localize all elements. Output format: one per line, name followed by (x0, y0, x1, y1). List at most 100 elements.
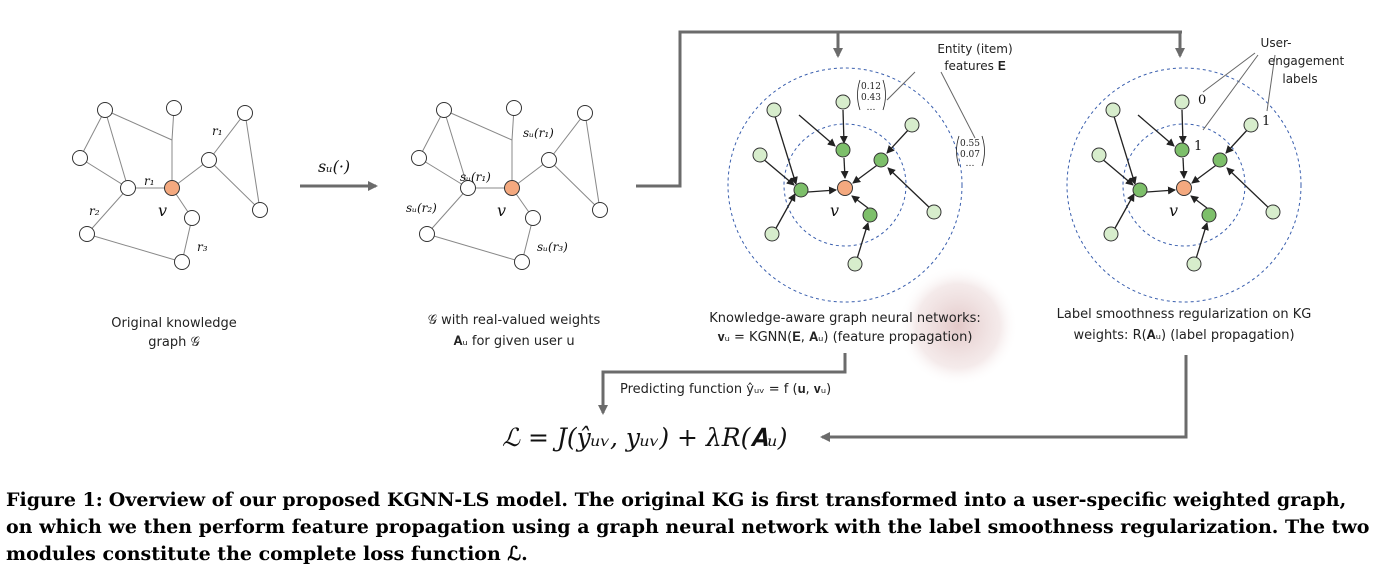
hop2-node (835, 94, 851, 110)
graph-node (184, 210, 200, 226)
hop2-node (752, 147, 768, 163)
panel-label-smoothness: v 0 1 1 User- engagement labels (1066, 36, 1345, 303)
highlight-spot (898, 266, 1018, 386)
feature-vector-2: 0.55 0.07 … (956, 135, 985, 169)
panel2-caption-line1: 𝒢 with real-valued weights (428, 313, 601, 328)
hop1-node (1212, 152, 1228, 168)
outer-hop-circle (1066, 67, 1302, 303)
graph-node (72, 150, 88, 166)
svg-text:0.43: 0.43 (861, 93, 881, 103)
hop1-node (793, 182, 809, 198)
svg-text:0.12: 0.12 (861, 82, 881, 92)
hop2-node (1243, 117, 1259, 133)
engagement-callout-line3: labels (1282, 72, 1317, 86)
panel1-caption-line1: Original knowledge (111, 316, 236, 331)
graph-node (436, 102, 452, 118)
figure-diagram: r₁ r₁ r₂ r₃ v Original knowledge graph 𝒢… (72, 30, 1345, 452)
panel1-caption-line2: graph 𝒢 (148, 335, 199, 350)
graph-node (237, 105, 253, 121)
edge-label-r1-top: r₁ (212, 124, 223, 138)
edge-weight-r3: sᵤ(r₃) (537, 240, 568, 254)
hop2-node (1105, 102, 1121, 118)
graph-node (525, 210, 541, 226)
hop2-node (1103, 226, 1119, 242)
panel4-caption-line1: Label smoothness regularization on KG (1057, 307, 1312, 322)
center-label-v: v (497, 201, 506, 220)
graph-node (411, 150, 427, 166)
hop2-node (1265, 204, 1281, 220)
graph-node (506, 100, 522, 116)
hop1-node (1132, 182, 1148, 198)
graph-node (460, 180, 476, 196)
panel3-caption-line2: 𝐯ᵤ = KGNN(𝐄, 𝐀ᵤ) (feature propagation) (718, 330, 973, 345)
transform-label: sᵤ(·) (318, 157, 350, 176)
engagement-callout-line1: User- (1261, 36, 1292, 50)
center-node-v (504, 180, 520, 196)
panel1-nodes (72, 100, 268, 270)
panel3-nodes (752, 94, 942, 272)
edge-label-r3: r₃ (197, 240, 208, 254)
graph-node (577, 105, 593, 121)
engagement-label-1a: 1 (1194, 139, 1202, 154)
svg-text:0.07: 0.07 (960, 150, 980, 160)
graph-node (97, 102, 113, 118)
svg-text:0.55: 0.55 (960, 139, 980, 149)
graph-node (419, 226, 435, 242)
hop1-node (862, 207, 878, 223)
hop2-node (766, 102, 782, 118)
center-label-v: v (830, 201, 839, 220)
hop1-node (1201, 207, 1217, 223)
hop1-node (873, 152, 889, 168)
svg-text:…: … (867, 103, 876, 113)
feature-vector-1: 0.12 0.43 … (857, 79, 886, 113)
hop2-node (847, 256, 863, 272)
figure-caption-text: Overview of our proposed KGNN-LS model. … (6, 489, 1370, 565)
engagement-label-1b: 1 (1262, 114, 1270, 129)
hop2-node (926, 204, 942, 220)
hop2-node (1174, 94, 1190, 110)
graph-node (166, 100, 182, 116)
center-node-v (1176, 180, 1192, 196)
hop2-node (1091, 147, 1107, 163)
panel3-caption-line1: Knowledge-aware graph neural networks: (709, 311, 981, 326)
graph-node (120, 180, 136, 196)
hop2-node (764, 226, 780, 242)
center-label-v: v (158, 201, 167, 220)
figure-caption: Figure 1: Overview of our proposed KGNN-L… (6, 487, 1371, 568)
edge-weight-r1-top: sᵤ(r₁) (523, 126, 554, 140)
figure-caption-label: Figure 1: (6, 489, 103, 511)
panel2-caption-line2: 𝐀ᵤ for given user u (453, 334, 574, 349)
entity-features-callout-line1: Entity (item) (937, 42, 1012, 56)
center-node-v (837, 180, 853, 196)
panel2-nodes (411, 100, 608, 270)
graph-node (252, 202, 268, 218)
predict-label: Predicting function ŷᵤᵥ = f (𝐮, 𝐯ᵤ) (620, 382, 831, 397)
regularization-arrow (820, 355, 1188, 442)
graph-node (592, 202, 608, 218)
hop1-node (1174, 142, 1190, 158)
svg-text:…: … (966, 159, 975, 169)
graph-node (174, 254, 190, 270)
center-label-v: v (1169, 201, 1178, 220)
graph-node (514, 254, 530, 270)
edge-label-r1-center: r₁ (144, 174, 155, 188)
edge-label-r2: r₂ (89, 204, 100, 218)
hop2-node (1186, 256, 1202, 272)
graph-node (201, 152, 217, 168)
hop2-node (904, 117, 920, 133)
engagement-label-0: 0 (1198, 93, 1206, 108)
engagement-callout-line2: engagement (1268, 54, 1345, 68)
center-node-v (164, 180, 180, 196)
graph-node (541, 152, 557, 168)
entity-features-callout-line2: features 𝐄 (944, 59, 1005, 73)
panel4-nodes (1091, 94, 1281, 272)
panel4-caption-line2: weights: R(𝐀ᵤ) (label propagation) (1073, 328, 1294, 343)
panel-gnn: v Entity (item) features 𝐄 0.12 0.43 … 0… (727, 42, 1013, 303)
graph-node (79, 226, 95, 242)
loss-formula: ℒ = J(ŷᵤᵥ, yᵤᵥ) + λR(𝐀ᵤ) (502, 423, 788, 452)
hop1-node (835, 142, 851, 158)
edge-weight-r2: sᵤ(r₂) (406, 201, 437, 215)
connector-line (636, 30, 1182, 188)
predict-arrow (598, 353, 847, 415)
edge-weight-r1-center: sᵤ(r₁) (460, 170, 491, 184)
